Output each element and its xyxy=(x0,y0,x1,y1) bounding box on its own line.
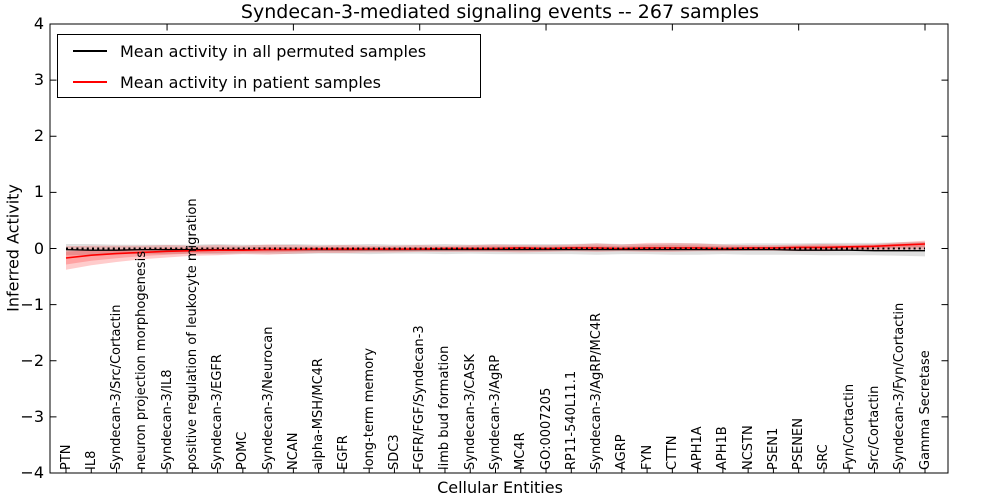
x-tick-label: Syndecan-3/EGFR xyxy=(210,354,226,470)
patient-line-sample xyxy=(73,81,107,83)
x-tick-label: POMC xyxy=(235,431,251,470)
x-tick-label: FGFR/FGF/Syndecan-3 xyxy=(412,325,428,470)
x-tick-label: PSEN1 xyxy=(765,427,781,470)
x-tick-label: IL8 xyxy=(83,450,99,470)
x-tick-label: RP11-540L11.1 xyxy=(563,370,579,470)
y-tick-label: 0 xyxy=(33,238,44,258)
x-axis-label: Cellular Entities xyxy=(437,478,563,497)
x-tick-label: alpha-MSH/MC4R xyxy=(311,358,327,470)
x-tick-label: SRC xyxy=(816,444,832,470)
legend-label: Mean activity in all permuted samples xyxy=(120,41,427,61)
x-tick-label: Syndecan-3/AgRP xyxy=(488,354,503,470)
y-tick-label: 2 xyxy=(33,126,44,146)
x-tick-label: APH1B xyxy=(715,426,731,470)
legend-entry-permuted: Mean activity in all permuted samples xyxy=(58,36,480,66)
x-tick-label: Gamma Secretase xyxy=(917,350,933,470)
legend-label: Mean activity in patient samples xyxy=(120,72,381,92)
x-tick-label: Syndecan-3/Src/Cortactin xyxy=(109,304,125,470)
x-tick-label: Syndecan-3/IL8 xyxy=(159,369,175,470)
x-tick-label: EGFR xyxy=(336,435,352,470)
y-tick-label: 3 xyxy=(33,70,44,90)
x-tick-label: long-term memory xyxy=(361,347,377,470)
x-tick-label: NCAN xyxy=(285,432,301,470)
x-tick-label: SDC3 xyxy=(386,434,402,470)
x-tick-label: Src/Cortactin xyxy=(866,385,882,470)
y-tick-label: −4 xyxy=(20,463,44,482)
patient-mean-line xyxy=(65,243,926,259)
legend: Mean activity in all permuted samples Me… xyxy=(57,34,481,98)
x-tick-label: APH1A xyxy=(690,426,706,470)
permuted-line-sample xyxy=(73,50,107,52)
chart-title: Syndecan-3-mediated signaling events -- … xyxy=(240,1,760,23)
x-tick-label: neuron projection morphogenesis xyxy=(134,251,150,470)
y-tick-label: −1 xyxy=(20,294,44,314)
x-tick-label: Syndecan-3/AgRP/MC4R xyxy=(589,312,605,470)
x-tick-label: PTN xyxy=(58,444,74,470)
x-tick-label: AGRP xyxy=(614,434,630,470)
x-tick-label: Syndecan-3/CASK xyxy=(462,354,478,470)
x-tick-label: GO:0007205 xyxy=(538,387,554,470)
y-tick-label: 1 xyxy=(33,182,44,202)
x-tick-label: Syndecan-3/Fyn/Cortactin xyxy=(892,302,908,470)
y-tick-label: −3 xyxy=(20,406,44,426)
x-tick-label: FYN xyxy=(639,444,655,470)
y-tick-label: −2 xyxy=(20,350,44,370)
x-tick-label: NCSTN xyxy=(740,425,756,470)
axes-spines xyxy=(49,23,949,474)
x-tick-label: limb bud formation xyxy=(437,345,453,470)
x-tick-label: Syndecan-3/Neurocan xyxy=(260,326,276,470)
x-tick-label: positive regulation of leukocyte migrati… xyxy=(184,198,200,470)
y-tick-label: 4 xyxy=(33,14,44,33)
x-tick-label: Fyn/Cortactin xyxy=(841,383,857,470)
x-tick-label: CTTN xyxy=(664,435,680,470)
legend-entry-patient: Mean activity in patient samples xyxy=(58,67,480,97)
x-tick-label: MC4R xyxy=(513,432,529,470)
x-tick-label: PSENEN xyxy=(791,418,807,470)
